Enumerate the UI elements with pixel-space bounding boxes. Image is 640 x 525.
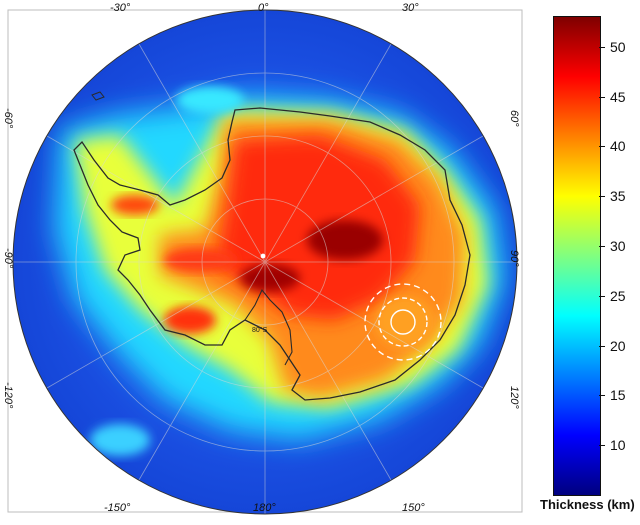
- map-frame: 80°S: [7, 9, 523, 515]
- lon-label-30: 30°: [402, 2, 419, 14]
- lon-label-120: 120°: [508, 386, 520, 409]
- colorbar-tick: [599, 395, 605, 397]
- colorbar-tick: [599, 196, 605, 198]
- lon-label-m90: -90°: [2, 248, 14, 269]
- ross-red-blob: [164, 306, 216, 334]
- colorbar-tick: [599, 445, 605, 447]
- polar-map: 80°S: [7, 9, 523, 515]
- cyan-patch-southwest: [90, 424, 150, 456]
- cyan-patch-north: [176, 86, 244, 114]
- latitude-label: 80°S: [252, 326, 268, 334]
- dome-c-anomaly: [375, 296, 435, 348]
- lon-label-90: 90°: [508, 250, 520, 267]
- dark-red-spot-east: [307, 220, 383, 260]
- lon-label-m30: -30°: [110, 2, 131, 14]
- colorbar-tick-label: 15: [610, 387, 626, 404]
- colorbar-tick-label: 45: [610, 88, 626, 105]
- colorbar-tick-label: 35: [610, 188, 626, 205]
- colorbar-tick-label: 40: [610, 138, 626, 155]
- colorbar-tick: [599, 295, 605, 297]
- colorbar-tick-label: 30: [610, 238, 626, 255]
- lon-label-60: 60°: [508, 110, 520, 127]
- lon-label-m120: -120°: [2, 382, 14, 409]
- coastline-ross: [244, 288, 293, 366]
- dome-c-circles: [364, 283, 442, 361]
- graticule-inner: [13, 10, 517, 514]
- colorbar-tick-label: 25: [610, 287, 626, 304]
- colorbar: [553, 16, 601, 496]
- lon-label-180: 180°: [253, 502, 276, 514]
- lon-label-150: 150°: [402, 502, 425, 514]
- dark-red-spot-pole: [240, 264, 300, 292]
- south-pole-marker: [260, 253, 266, 259]
- map-disc-outline: [12, 9, 518, 515]
- coastline-islet: [91, 91, 105, 101]
- colorbar-title: Thickness (km): [540, 497, 635, 512]
- colorbar-tick: [599, 246, 605, 248]
- colorbar-tick-label: 10: [610, 437, 626, 454]
- colorbar-tick: [599, 96, 605, 98]
- lon-label-0: 0°: [258, 2, 269, 14]
- colorbar-tick: [599, 46, 605, 48]
- colorbar-tick-label: 50: [610, 38, 626, 55]
- colorbar-tick-label: 20: [610, 337, 626, 354]
- lon-label-m150: -150°: [104, 502, 131, 514]
- peninsula-streak: [111, 195, 159, 215]
- colorbar-tick: [599, 146, 605, 148]
- west-orange-band: [164, 248, 236, 272]
- colorbar-tick: [599, 345, 605, 347]
- lon-label-m60: -60°: [2, 108, 14, 129]
- coastline: [73, 107, 471, 401]
